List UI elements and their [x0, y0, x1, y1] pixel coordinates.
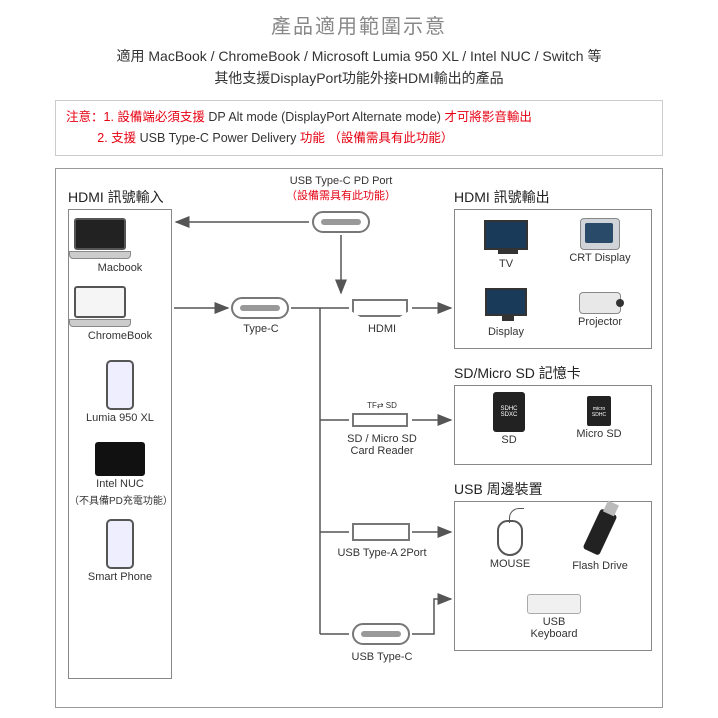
- output-box: TV CRT Display Display Projector: [454, 209, 652, 349]
- device-macbook: Macbook: [69, 218, 171, 274]
- device-chromebook: ChromeBook: [69, 286, 171, 342]
- subtitle-line2: 其他支援DisplayPort功能外接HDMI輸出的產品: [0, 67, 718, 89]
- device-crt: CRT Display: [565, 218, 635, 264]
- device-lumia: Lumia 950 XL: [69, 360, 171, 424]
- usbc-bottom-label: USB Type-C: [342, 651, 422, 663]
- sd-tiny-label: TF⇄ SD: [342, 401, 422, 410]
- device-microsd: micro SDHCMicro SD: [569, 392, 629, 440]
- section-sd-title: SD/Micro SD 記憶卡: [454, 363, 581, 383]
- typec-port-icon: [231, 297, 289, 319]
- section-usb-title: USB 周邊裝置: [454, 479, 543, 499]
- device-projector: Projector: [565, 292, 635, 328]
- sd-box: SDHC SDXCSD micro SDHCMicro SD: [454, 385, 652, 465]
- device-flash: Flash Drive: [565, 510, 635, 572]
- typec-label: Type-C: [221, 323, 301, 335]
- device-tv: TV: [471, 220, 541, 270]
- usbc-bottom-icon: [352, 623, 410, 645]
- device-sd: SDHC SDXCSD: [479, 392, 539, 446]
- notice-prefix: 注意：: [66, 110, 104, 124]
- sd-reader-label: SD / Micro SDCard Reader: [334, 433, 430, 457]
- device-mouse: MOUSE: [475, 520, 545, 570]
- device-display: Display: [471, 288, 541, 338]
- subtitle-line1: 適用 MacBook / ChromeBook / Microsoft Lumi…: [0, 45, 718, 67]
- sd-reader-icon: [352, 413, 408, 427]
- usba-port-icon: [352, 523, 410, 541]
- hdmi-label: HDMI: [342, 323, 422, 335]
- input-box: Macbook ChromeBook Lumia 950 XL Intel NU…: [68, 209, 172, 679]
- section-input-title: HDMI 訊號輸入: [68, 187, 164, 207]
- pd-port-icon: [312, 211, 370, 233]
- device-intel-nuc: Intel NUC （不具備PD充電功能）: [69, 442, 171, 507]
- page-title: 產品適用範圍示意: [0, 0, 718, 45]
- device-keyboard: USBKeyboard: [519, 594, 589, 640]
- usba-label: USB Type-A 2Port: [332, 547, 432, 559]
- notice-box: 注意：1. 設備端必須支援 DP Alt mode (DisplayPort A…: [55, 100, 663, 157]
- pd-port-label: USB Type-C PD Port （設備需具有此功能）: [271, 175, 411, 203]
- diagram-frame: HDMI 訊號輸入 Macbook ChromeBook Lumia 950 X…: [55, 168, 663, 708]
- device-smartphone: Smart Phone: [69, 519, 171, 583]
- hdmi-port-icon: [352, 299, 408, 317]
- usb-box: MOUSE Flash Drive USBKeyboard: [454, 501, 652, 651]
- section-output-title: HDMI 訊號輸出: [454, 187, 550, 207]
